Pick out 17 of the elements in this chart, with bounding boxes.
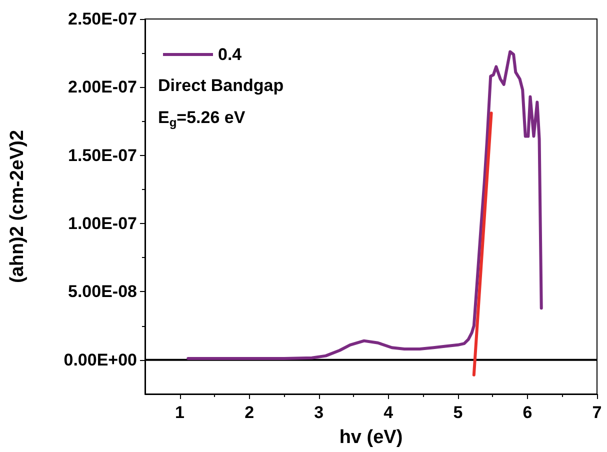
- y-tick-label: 1.00E-07: [68, 214, 137, 234]
- x-tick-label: 7: [592, 403, 602, 422]
- y-tick-label: 5.00E-08: [68, 282, 137, 302]
- y-tick-label: 0.00E+00: [64, 350, 137, 370]
- x-tick-label: 4: [384, 403, 394, 422]
- y-tick-label: 2.00E-07: [68, 78, 137, 97]
- x-tick-label: 2: [244, 403, 254, 422]
- y-tick-label: 2.50E-07: [68, 10, 137, 28]
- x-tick-label: 5: [453, 403, 463, 422]
- x-axis-title: hv (eV): [339, 427, 403, 448]
- annotation: Direct Bandgap: [158, 76, 284, 95]
- x-tick-label: 3: [314, 403, 324, 422]
- legend-label: 0.4: [218, 45, 242, 64]
- x-tick-label: 6: [522, 403, 532, 422]
- y-tick-label: 1.50E-07: [68, 146, 137, 165]
- y-axis-title: (ahn)2 (cm-2eV)2: [7, 130, 28, 284]
- x-tick-label: 1: [175, 403, 185, 422]
